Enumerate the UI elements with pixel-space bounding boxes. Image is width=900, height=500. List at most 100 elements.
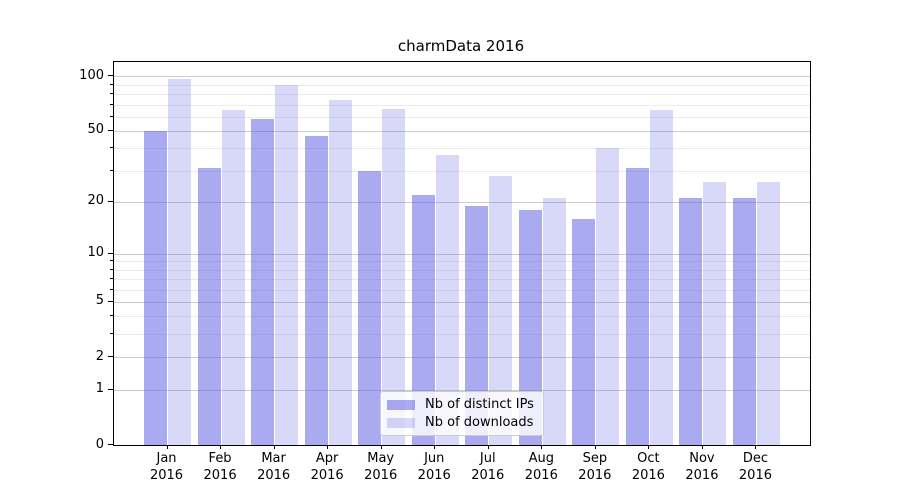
x-axis-tick — [541, 445, 543, 449]
legend-label-distinct-ips: Nb of distinct IPs — [425, 396, 534, 412]
x-tick-year: 2016 — [203, 468, 237, 483]
y-axis-tick — [108, 356, 113, 358]
bar-downloads — [649, 110, 673, 445]
y-axis-tick-label: 100 — [79, 67, 104, 83]
bar-downloads — [596, 148, 620, 445]
bar-downloads — [168, 78, 192, 445]
bar-downloads — [489, 176, 513, 445]
minor-gridline — [114, 94, 810, 96]
x-axis-tick-label: Jan 2016 — [137, 450, 197, 484]
x-axis-tick — [166, 445, 168, 449]
minor-gridline — [114, 316, 810, 318]
y-axis-tick-label: 0 — [95, 436, 104, 452]
x-tick-year: 2016 — [685, 468, 719, 483]
x-axis-tick — [648, 445, 650, 449]
x-tick-month: Aug — [528, 451, 554, 466]
minor-gridline — [114, 116, 810, 118]
major-gridline — [114, 357, 810, 359]
y-axis-tick-label: 20 — [87, 193, 104, 209]
x-tick-year: 2016 — [364, 468, 398, 483]
x-axis-tick-label: Sep 2016 — [565, 450, 625, 484]
x-tick-year: 2016 — [524, 468, 558, 483]
x-tick-year: 2016 — [631, 468, 665, 483]
legend-item-distinct-ips: Nb of distinct IPs — [387, 396, 537, 412]
y-axis-tick — [108, 252, 113, 254]
x-axis-tick — [220, 445, 222, 449]
minor-gridline — [114, 148, 810, 150]
y-axis-minor-tick — [110, 277, 113, 279]
x-axis-tick — [594, 445, 596, 449]
y-axis-minor-tick — [110, 93, 113, 95]
x-axis-tick-label: Apr 2016 — [297, 450, 357, 484]
minor-gridline — [114, 278, 810, 280]
x-axis-tick-label: Mar 2016 — [244, 450, 304, 484]
minor-gridline — [114, 84, 810, 86]
bar-distinct-ips — [197, 168, 221, 445]
x-tick-year: 2016 — [578, 468, 612, 483]
x-axis-tick-label: Feb 2016 — [190, 450, 250, 484]
y-axis-minor-tick — [110, 268, 113, 270]
y-axis-tick-label: 2 — [95, 348, 104, 364]
bar-distinct-ips — [625, 168, 649, 445]
y-axis-minor-tick — [110, 315, 113, 317]
bar-distinct-ips — [411, 194, 435, 445]
y-axis-minor-tick — [110, 103, 113, 105]
bar-distinct-ips — [251, 119, 275, 445]
x-axis-tick-label: Jul 2016 — [458, 450, 518, 484]
x-tick-year: 2016 — [310, 468, 344, 483]
major-gridline — [114, 301, 810, 303]
y-axis-tick — [108, 75, 113, 77]
bar-distinct-ips — [518, 209, 542, 445]
y-axis-minor-tick — [110, 115, 113, 117]
bar-downloads — [542, 198, 566, 445]
major-gridline — [114, 130, 810, 132]
minor-gridline — [114, 289, 810, 291]
legend-swatch-distinct-ips — [387, 399, 415, 410]
x-axis-tick-label: May 2016 — [351, 450, 411, 484]
x-tick-month: Nov — [689, 451, 715, 466]
x-tick-month: Jan — [156, 451, 177, 466]
x-tick-month: Apr — [315, 451, 339, 466]
y-axis-minor-tick — [110, 147, 113, 149]
bar-downloads — [275, 84, 299, 445]
x-axis-tick — [380, 445, 382, 449]
y-axis-tick — [108, 200, 113, 202]
x-axis-tick — [327, 445, 329, 449]
x-tick-month: Jul — [479, 451, 496, 466]
legend-item-downloads: Nb of downloads — [387, 414, 537, 430]
y-axis-tick-label: 50 — [87, 122, 104, 138]
major-gridline — [114, 253, 810, 255]
legend: Nb of distinct IPs Nb of downloads — [380, 391, 544, 436]
y-axis-tick-label: 5 — [95, 293, 104, 309]
y-axis-tick-label: 1 — [95, 381, 104, 397]
minor-gridline — [114, 261, 810, 263]
major-gridline — [114, 389, 810, 391]
y-axis-tick — [108, 129, 113, 131]
minor-gridline — [114, 334, 810, 336]
minor-gridline — [114, 104, 810, 106]
x-axis-tick — [273, 445, 275, 449]
x-tick-month: Feb — [208, 451, 232, 466]
x-tick-month: May — [367, 451, 395, 466]
legend-label-downloads: Nb of downloads — [425, 414, 534, 430]
bar-distinct-ips — [304, 135, 328, 445]
x-axis-tick — [434, 445, 436, 449]
bar-downloads — [221, 110, 245, 445]
y-axis-minor-tick — [110, 169, 113, 171]
x-tick-month: Oct — [637, 451, 660, 466]
x-axis-tick-label: Aug 2016 — [511, 450, 571, 484]
chart-title: charmData 2016 — [397, 37, 525, 55]
plot-area — [113, 61, 811, 446]
major-gridline — [114, 201, 810, 203]
x-axis-tick — [701, 445, 703, 449]
bar-distinct-ips — [144, 131, 168, 445]
y-axis-tick — [108, 388, 113, 390]
x-axis-tick-label: Dec 2016 — [725, 450, 785, 484]
bar-distinct-ips — [465, 205, 489, 445]
x-tick-year: 2016 — [149, 468, 184, 483]
x-tick-month: Mar — [261, 451, 286, 466]
y-axis-minor-tick — [110, 83, 113, 85]
bar-distinct-ips — [679, 198, 703, 445]
y-axis-minor-tick — [110, 260, 113, 262]
